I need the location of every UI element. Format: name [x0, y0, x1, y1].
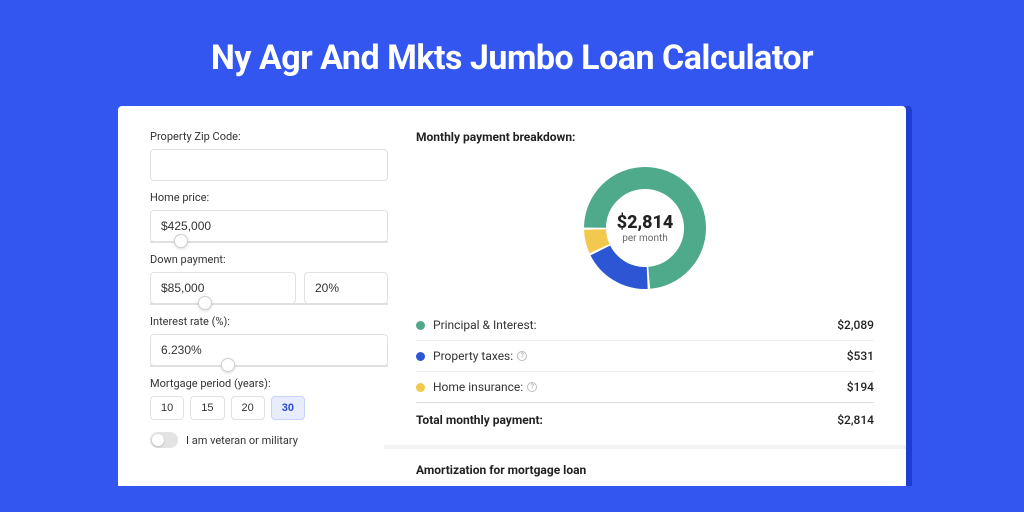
line-items: Principal & Interest:$2,089Property taxe… — [416, 310, 874, 402]
down-payment-pct-input[interactable] — [304, 272, 388, 304]
down-payment-label: Down payment: — [150, 253, 388, 266]
donut-sub: per month — [617, 233, 674, 244]
period-button-group: 1015 2030 — [150, 396, 388, 420]
donut-center: $2,814 per month — [617, 212, 674, 244]
interest-rate-input[interactable] — [150, 334, 388, 366]
line-item-label: Principal & Interest: — [433, 318, 837, 332]
donut-chart: $2,814 per month — [579, 162, 711, 294]
breakdown-panel: Monthly payment breakdown: $2,814 per mo… — [416, 130, 874, 486]
mortgage-period-field: Mortgage period (years): 1015 2030 — [150, 377, 388, 420]
breakdown-title: Monthly payment breakdown: — [416, 130, 874, 144]
mortgage-period-label: Mortgage period (years): — [150, 377, 388, 390]
page-title: Ny Agr And Mkts Jumbo Loan Calculator — [0, 38, 1024, 78]
zip-label: Property Zip Code: — [150, 130, 388, 143]
donut-chart-wrap: $2,814 per month — [416, 152, 874, 310]
veteran-row: I am veteran or military — [150, 432, 388, 448]
amortization-title: Amortization for mortgage loan — [416, 463, 874, 477]
form-panel: Property Zip Code: Home price: Down paym… — [150, 130, 388, 486]
home-price-label: Home price: — [150, 191, 388, 204]
zip-field: Property Zip Code: — [150, 130, 388, 181]
line-item-value: $194 — [847, 380, 874, 394]
line-item: Home insurance:?$194 — [416, 371, 874, 402]
info-icon[interactable]: ? — [517, 351, 527, 361]
home-price-field: Home price: — [150, 191, 388, 243]
total-value: $2,814 — [837, 413, 874, 427]
line-item-value: $531 — [847, 349, 874, 363]
veteran-label: I am veteran or military — [186, 434, 298, 447]
line-item-value: $2,089 — [837, 318, 874, 332]
legend-dot — [416, 321, 425, 330]
veteran-toggle[interactable] — [150, 432, 178, 448]
interest-rate-field: Interest rate (%): — [150, 315, 388, 367]
down-payment-slider[interactable] — [150, 303, 388, 305]
line-item: Property taxes:?$531 — [416, 340, 874, 371]
period-button-15[interactable]: 15 — [190, 396, 224, 420]
donut-amount: $2,814 — [617, 212, 674, 233]
slider-thumb[interactable] — [174, 234, 188, 248]
total-label: Total monthly payment: — [416, 413, 837, 427]
line-item: Principal & Interest:$2,089 — [416, 310, 874, 340]
interest-rate-label: Interest rate (%): — [150, 315, 388, 328]
calculator-card: Property Zip Code: Home price: Down paym… — [118, 106, 906, 486]
zip-input[interactable] — [150, 149, 388, 181]
line-item-label: Property taxes:? — [433, 349, 847, 363]
interest-rate-slider[interactable] — [150, 365, 388, 367]
legend-dot — [416, 352, 425, 361]
info-icon[interactable]: ? — [527, 382, 537, 392]
down-payment-field: Down payment: — [150, 253, 388, 305]
period-button-20[interactable]: 20 — [231, 396, 265, 420]
slider-thumb[interactable] — [221, 358, 235, 372]
period-button-10[interactable]: 10 — [150, 396, 184, 420]
period-button-30[interactable]: 30 — [271, 396, 305, 420]
hero-banner: Ny Agr And Mkts Jumbo Loan Calculator — [0, 0, 1024, 106]
down-payment-input[interactable] — [150, 272, 296, 304]
legend-dot — [416, 383, 425, 392]
amortization-block: Amortization for mortgage loan Amortizat… — [384, 445, 906, 486]
home-price-slider[interactable] — [150, 241, 388, 243]
total-row: Total monthly payment: $2,814 — [416, 402, 874, 437]
amortization-text: Amortization for a mortgage loan refers … — [416, 485, 874, 486]
line-item-label: Home insurance:? — [433, 380, 847, 394]
slider-thumb[interactable] — [198, 296, 212, 310]
